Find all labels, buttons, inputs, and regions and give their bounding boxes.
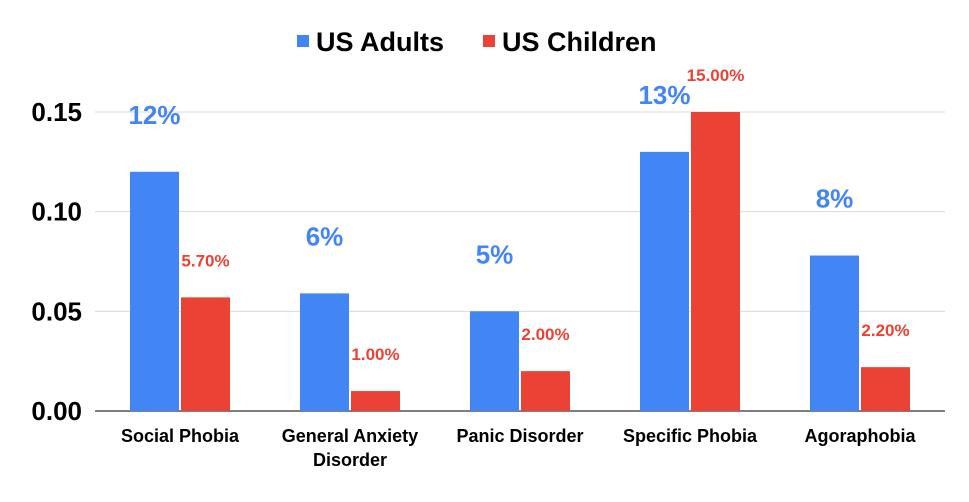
x-tick-label: Social Phobia bbox=[121, 426, 240, 446]
y-axis: 0.00 0.05 0.10 0.15 bbox=[31, 97, 945, 426]
data-label-adults: 5% bbox=[476, 239, 514, 269]
bar-adults bbox=[810, 255, 859, 411]
bar-adults bbox=[300, 293, 349, 411]
x-tick-label: Specific Phobia bbox=[623, 426, 758, 446]
bar-adults bbox=[130, 171, 179, 411]
data-label-children: 15.00% bbox=[687, 66, 745, 85]
bar-children bbox=[521, 371, 570, 411]
legend-swatch-adults bbox=[297, 35, 309, 47]
x-tick-label: Panic Disorder bbox=[456, 426, 583, 446]
legend-swatch-children bbox=[483, 35, 495, 47]
data-label-adults: 13% bbox=[638, 80, 690, 110]
data-label-children: 1.00% bbox=[351, 345, 399, 364]
bar-adults bbox=[470, 311, 519, 411]
x-axis: Social Phobia General Anxiety Disorder Pani… bbox=[121, 426, 917, 470]
bar-children bbox=[181, 297, 230, 411]
y-tick-label: 0.00 bbox=[31, 396, 82, 426]
legend: US Adults US Children bbox=[297, 27, 657, 57]
data-label-children: 2.00% bbox=[521, 325, 569, 344]
data-label-children: 2.20% bbox=[861, 321, 909, 340]
bar-children bbox=[861, 367, 910, 411]
data-label-children: 5.70% bbox=[181, 251, 229, 270]
legend-label-children: US Children bbox=[502, 27, 657, 57]
legend-label-adults: US Adults bbox=[316, 27, 444, 57]
bar-children bbox=[351, 391, 400, 411]
bars bbox=[130, 112, 910, 411]
y-tick-label: 0.05 bbox=[31, 296, 82, 326]
data-labels: 12% 5.70% 6% 1.00% 5% 2.00% 13%15.00% 8% 2.20% bbox=[128, 66, 909, 364]
data-label-adults: 8% bbox=[816, 184, 854, 214]
data-label-adults: 6% bbox=[306, 221, 344, 251]
y-tick-label: 0.15 bbox=[31, 97, 82, 127]
data-label-adults: 12% bbox=[128, 100, 180, 130]
x-tick-label: Agoraphobia bbox=[805, 426, 917, 446]
bar-adults bbox=[640, 151, 689, 411]
x-tick-label: Disorder bbox=[313, 450, 387, 470]
gridlines bbox=[95, 111, 945, 312]
y-tick-label: 0.10 bbox=[31, 197, 82, 227]
bar-children bbox=[691, 112, 740, 411]
x-tick-label: General Anxiety bbox=[282, 426, 418, 446]
